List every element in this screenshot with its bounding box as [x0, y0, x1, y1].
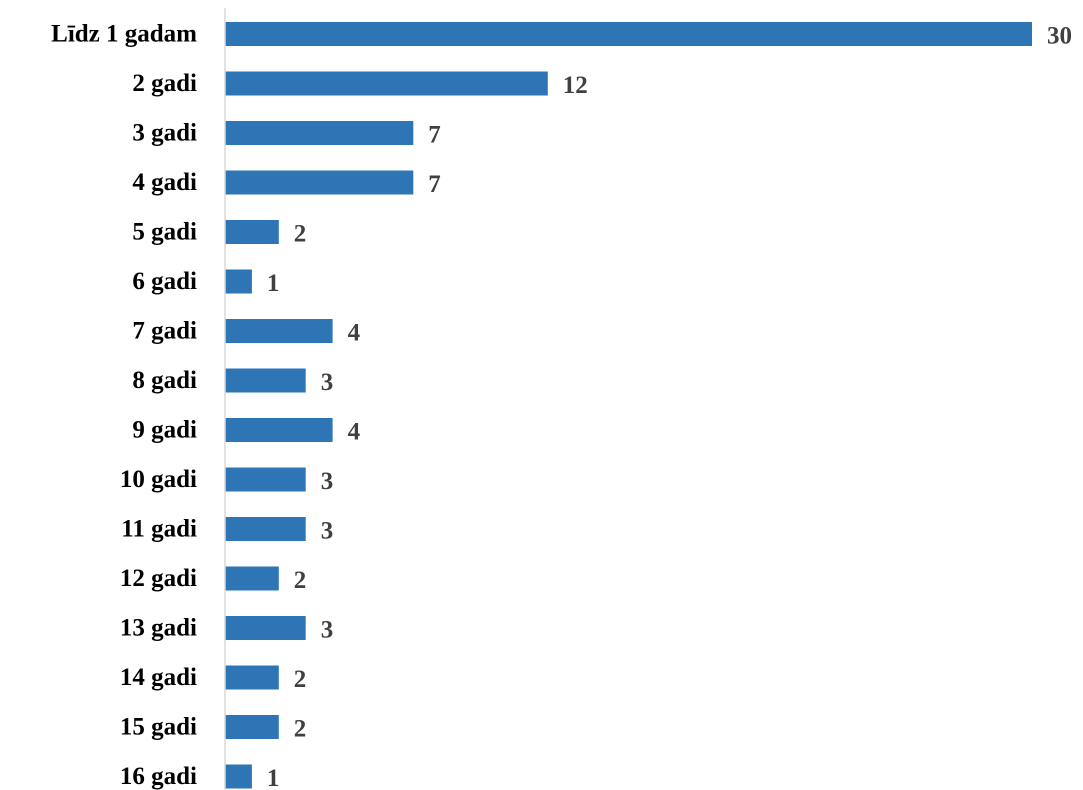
value-label: 2 [294, 666, 307, 693]
bar [225, 418, 333, 442]
category-label: 4 gadi [132, 169, 197, 196]
category-label: 15 gadi [120, 714, 197, 741]
bar [225, 22, 1032, 46]
bar [225, 566, 279, 591]
category-label: 16 gadi [120, 763, 197, 790]
bar [225, 220, 279, 244]
value-label: 3 [321, 518, 334, 545]
category-label: 3 gadi [132, 120, 197, 147]
bar [225, 616, 306, 640]
bars-group [225, 22, 1032, 789]
category-label: 10 gadi [120, 466, 197, 493]
value-label: 1 [267, 765, 280, 790]
category-labels-group: Līdz 1 gadam 2 gadi 3 gadi 4 gadi 5 gadi 6 ga… [51, 21, 197, 790]
category-label: 11 gadi [121, 516, 197, 543]
value-label: 4 [348, 320, 361, 347]
bar [225, 121, 414, 145]
value-label: 12 [563, 72, 588, 99]
category-label: 9 gadi [132, 417, 197, 444]
value-label: 2 [294, 567, 307, 594]
value-label: 3 [321, 468, 334, 495]
bar [225, 715, 279, 739]
bar [225, 170, 414, 195]
category-label: Līdz 1 gadam [51, 21, 197, 48]
value-label: 3 [321, 617, 334, 644]
category-label: 12 gadi [120, 565, 197, 592]
category-label: 14 gadi [120, 664, 197, 691]
category-label: 7 gadi [132, 318, 197, 345]
category-label: 2 gadi [132, 70, 197, 97]
value-label: 4 [348, 419, 361, 446]
bar [225, 71, 548, 96]
value-label: 2 [294, 716, 307, 743]
bar [225, 764, 252, 789]
value-label: 3 [321, 369, 334, 396]
value-label: 7 [428, 171, 441, 198]
bar [225, 467, 306, 492]
category-label: 5 gadi [132, 219, 197, 246]
value-label: 7 [428, 122, 441, 149]
value-label: 30 [1047, 23, 1072, 50]
category-label: 13 gadi [120, 615, 197, 642]
category-label: 6 gadi [132, 268, 197, 295]
bar [225, 319, 333, 343]
bar [225, 517, 306, 541]
category-label: 8 gadi [132, 367, 197, 394]
bar [225, 368, 306, 393]
bar [225, 269, 252, 294]
value-label: 1 [267, 270, 280, 297]
bar [225, 665, 279, 690]
value-label: 2 [294, 221, 307, 248]
